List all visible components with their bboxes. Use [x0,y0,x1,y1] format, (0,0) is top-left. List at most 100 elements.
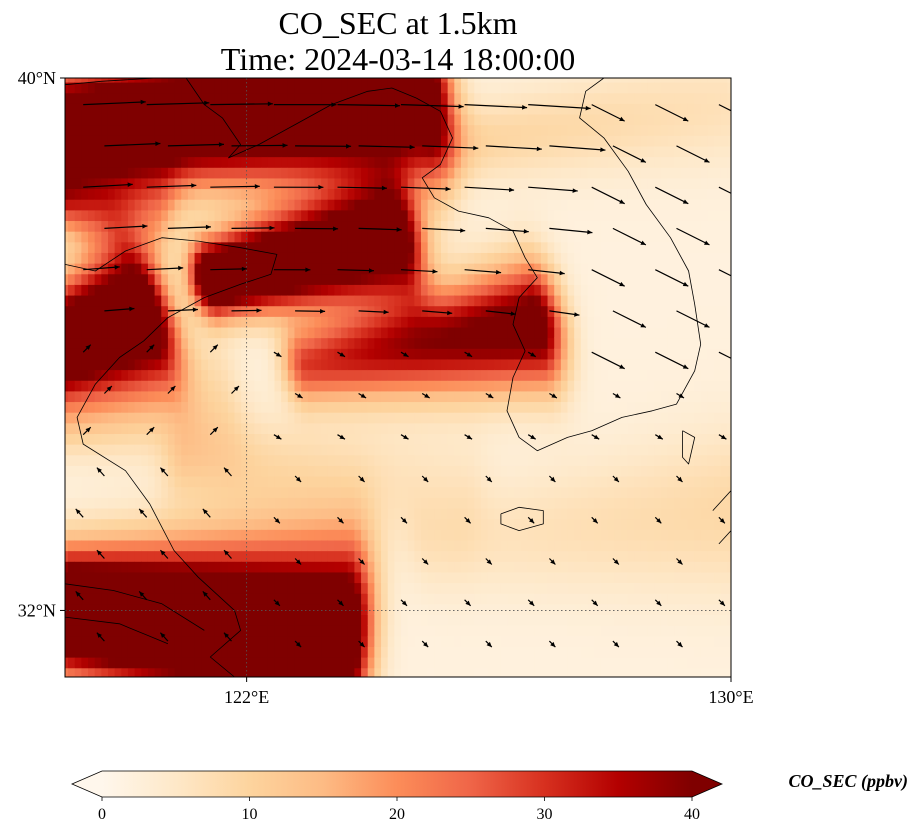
heatmap-cell [401,231,409,243]
heatmap-cell [341,61,348,72]
heatmap-cell [88,476,96,488]
heatmap-cell [460,326,469,339]
heatmap-cell [374,390,382,403]
heatmap-cell [161,135,169,147]
heatmap-cell [374,135,382,147]
heatmap-cell [61,700,68,711]
heatmap-cell [35,199,42,210]
heatmap-cell [454,348,462,360]
heatmap-cell [474,241,482,253]
heatmap-cell [334,539,342,552]
heatmap-cell [494,135,502,147]
heatmap-cell [321,113,329,126]
heatmap-cell [121,263,129,275]
heatmap-cell [467,252,475,264]
heatmap-cell [401,518,409,530]
heatmap-cell [440,124,449,136]
heatmap-cell [341,305,349,317]
heatmap-cell [181,433,189,445]
heatmap-cell [241,390,249,403]
heatmap-cell [387,220,395,232]
heatmap-cell [101,678,108,689]
heatmap-cell [254,518,262,530]
heatmap-cell [81,358,89,371]
heatmap-cell [301,199,309,211]
heatmap-cell [434,326,442,339]
heatmap-cell [327,145,336,158]
heatmap-cell [554,124,562,136]
heatmap-cell [234,167,242,179]
heatmap-cell [414,135,422,147]
heatmap-cell [334,625,342,637]
heatmap-cell [121,539,129,552]
heatmap-cell [474,412,482,424]
heatmap-cell [401,103,409,115]
heatmap-cell [487,358,495,371]
heatmap-cell [194,433,202,445]
heatmap-cell [500,177,509,190]
heatmap-cell [334,454,342,466]
heatmap-cell [407,231,415,243]
heatmap-cell [207,294,216,307]
heatmap-cell [460,167,469,179]
heatmap-cell [540,465,549,477]
heatmap-cell [41,380,48,391]
heatmap-cell [41,433,48,444]
heatmap-cell [321,358,329,371]
heatmap-cell [107,625,116,637]
heatmap-cell [554,507,562,520]
heatmap-cell [534,678,541,689]
heatmap-cell [141,657,149,669]
heatmap-cell [134,369,142,381]
heatmap-cell [467,284,475,296]
heatmap-cell [427,78,435,83]
heatmap-cell [434,358,442,371]
heatmap-cell [314,390,322,403]
heatmap-cell [540,78,549,83]
heatmap-cell [401,188,409,200]
heatmap-cell [135,61,142,72]
heatmap-cell [214,241,222,253]
heatmap-cell [168,700,175,711]
heatmap-cell [207,390,216,403]
heatmap-cell [407,294,415,307]
heatmap-cell [88,252,96,264]
heatmap-cell [288,700,295,711]
heatmap-cell [314,220,322,232]
heatmap-cell [281,241,289,253]
heatmap-cell [134,135,142,147]
heatmap-cell [387,241,395,253]
heatmap-cell [347,507,356,520]
heatmap-cell [354,220,362,232]
heatmap-cell [361,614,369,626]
heatmap-cell [167,497,176,509]
heatmap-cell [527,507,535,520]
heatmap-cell [454,529,462,541]
heatmap-cell [65,209,69,222]
heatmap-cell [254,231,262,243]
heatmap-cell [161,667,169,677]
heatmap-cell [134,81,142,94]
heatmap-cell [414,263,422,275]
heatmap-cell [181,507,189,520]
heatmap-cell [494,380,502,392]
heatmap-cell [288,39,295,50]
heatmap-cell [454,571,462,584]
heatmap-cell [174,103,182,115]
heatmap-cell [127,497,136,509]
heatmap-cell [347,337,356,349]
heatmap-cell [527,92,535,104]
heatmap-cell [347,220,356,232]
heatmap-cell [427,539,435,552]
heatmap-cell [127,78,136,83]
heatmap-cell [494,571,502,584]
heatmap-cell [247,561,256,573]
heatmap-cell [347,646,356,658]
heatmap-cell [194,326,202,339]
heatmap-cell [480,497,489,509]
heatmap-cell [214,188,222,200]
heatmap-cell [48,359,55,370]
heatmap-cell [507,635,515,647]
heatmap-cell [121,614,129,626]
heatmap-cell [201,667,209,677]
